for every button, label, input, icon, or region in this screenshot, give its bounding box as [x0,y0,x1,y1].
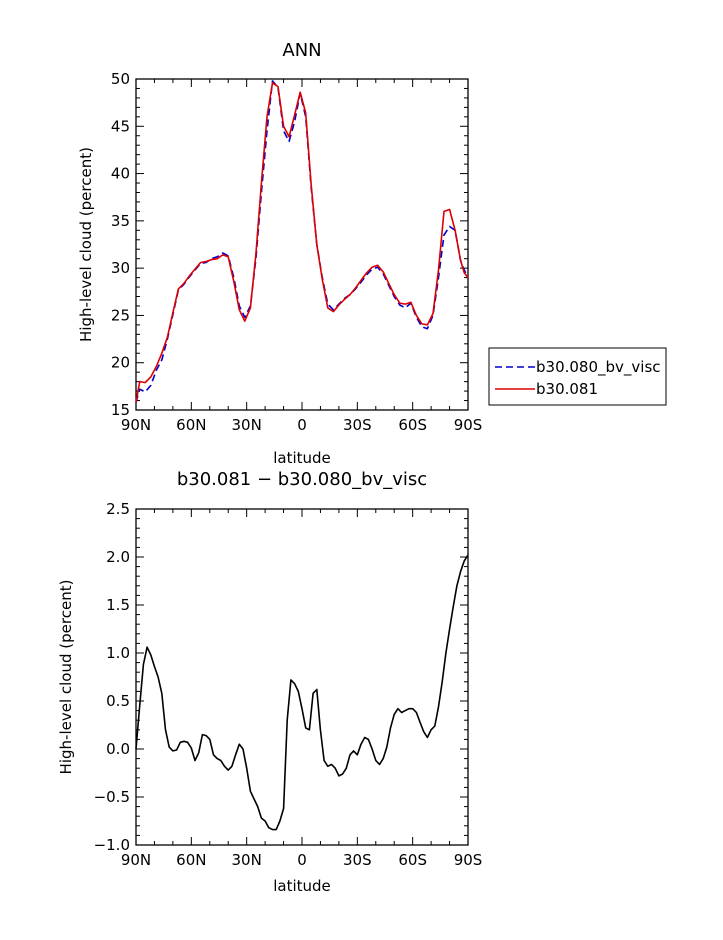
chart-title: b30.081 − b30.080_bv_visc [177,469,427,490]
y-tick-label: 15 [111,401,130,419]
x-tick-label: 60N [176,416,206,434]
y-axis-title: High-level cloud (percent) [77,147,95,342]
y-tick-label: 1.0 [106,644,130,662]
x-tick-label: 30N [232,416,262,434]
x-tick-label: 0 [297,416,307,434]
series-line-b30-081 [135,82,469,403]
y-tick-label: 20 [111,354,130,372]
x-tick-label: 60N [176,851,206,869]
y-tick-label: 50 [111,70,130,88]
x-axis-title: latitude [273,877,331,895]
y-tick-label: 2.0 [106,548,130,566]
y-axis-title: High-level cloud (percent) [57,580,75,775]
y-tick-label: 40 [111,165,130,183]
y-tick-label: 2.5 [106,500,130,518]
x-tick-label: 30S [343,416,372,434]
y-tick-label: −0.5 [94,788,130,806]
x-tick-label: 0 [297,851,307,869]
plot-frame-1 [135,508,469,846]
series-line-diff-0 [135,554,469,831]
chart-title: ANN [282,40,321,61]
series-line-b30-080-bv-visc [135,80,469,403]
x-axis-title: latitude [273,449,331,467]
x-tick-label: 90S [454,851,483,869]
y-tick-label: −1.0 [94,836,130,854]
x-tick-label: 90N [121,851,151,869]
plot-frame-0 [135,78,469,411]
x-tick-label: 90S [454,416,483,434]
y-tick-label: 0.5 [106,692,130,710]
legend-label: b30.080_bv_visc [536,358,661,377]
y-tick-label: 25 [111,306,130,324]
y-tick-label: 35 [111,212,130,230]
x-tick-label: 60S [398,851,427,869]
x-tick-label: 90N [121,416,151,434]
legend-box [488,347,667,406]
x-tick-label: 60S [398,416,427,434]
y-tick-label: 1.5 [106,596,130,614]
x-tick-label: 30S [343,851,372,869]
y-tick-label: 30 [111,259,130,277]
legend-label: b30.081 [536,380,598,398]
y-tick-label: 45 [111,117,130,135]
y-tick-label: 0.0 [106,740,130,758]
x-tick-label: 30N [232,851,262,869]
